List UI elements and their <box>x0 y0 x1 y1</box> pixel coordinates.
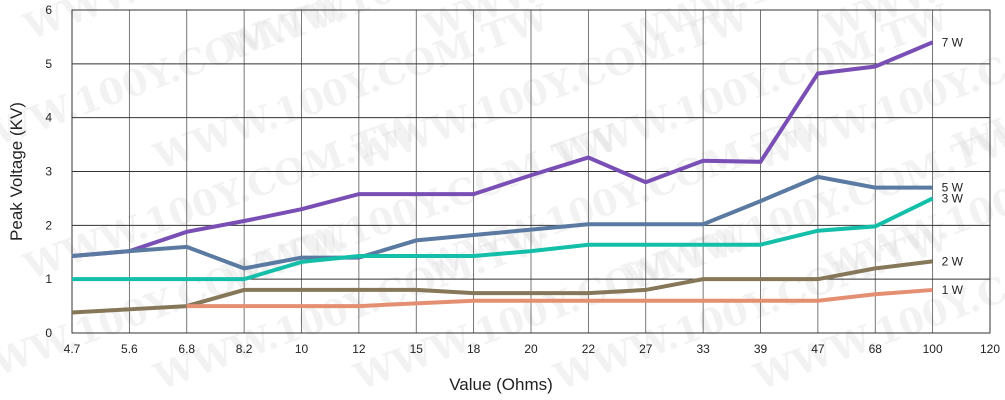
x-tick-label: 15 <box>410 342 424 356</box>
x-tick-label: 47 <box>811 342 825 356</box>
series-label: 1 W <box>942 283 964 297</box>
x-tick-label: 39 <box>754 342 768 356</box>
y-tick-label: 0 <box>45 326 52 340</box>
y-tick-labels: 0 1 2 3 4 5 6 <box>45 3 52 340</box>
x-tick-label: 8.2 <box>236 342 253 356</box>
x-axis-title: Value (Ohms) <box>449 375 553 394</box>
series-labels: 7 W 5 W3 W 2 W 1 W <box>942 35 964 297</box>
y-tick-label: 4 <box>45 111 52 125</box>
x-tick-label: 6.8 <box>178 342 195 356</box>
series-line-7w <box>71 40 934 259</box>
y-tick-label: 5 <box>45 57 52 71</box>
y-axis-title: Peak Voltage (KV) <box>7 102 26 241</box>
series-label: 2 W <box>942 254 964 268</box>
y-tick-label: 6 <box>45 3 52 17</box>
series-line-5w <box>71 174 933 271</box>
x-tick-labels: 4.7 5.6 6.8 8.2 10 12 15 18 20 22 27 33 39 47 68 100 120 <box>64 342 1001 356</box>
x-tick-label: 12 <box>352 342 366 356</box>
x-tick-label: 18 <box>467 342 481 356</box>
series-line-1w <box>186 287 933 309</box>
y-tick-label: 2 <box>45 218 52 232</box>
x-tick-label: 4.7 <box>64 342 81 356</box>
plot-area-frame <box>71 9 991 334</box>
series-line-2w <box>71 259 933 315</box>
series-line-3w <box>72 196 934 282</box>
series-label: 7 W <box>942 35 964 49</box>
x-tick-label: 20 <box>524 342 538 356</box>
x-tick-label: 5.6 <box>121 342 138 356</box>
x-tick-label: 100 <box>923 342 943 356</box>
series-lines <box>71 40 934 315</box>
x-tick-label: 27 <box>639 342 653 356</box>
series-label: 3 W <box>942 191 964 205</box>
x-tick-label: 33 <box>696 342 710 356</box>
y-tick-label: 1 <box>45 272 52 286</box>
series-label: 5 W <box>942 181 964 195</box>
x-tick-label: 120 <box>980 342 1000 356</box>
x-tick-label: 68 <box>869 342 883 356</box>
x-tick-label: 22 <box>582 342 596 356</box>
y-tick-label: 3 <box>45 165 52 179</box>
x-tick-label: 10 <box>295 342 309 356</box>
